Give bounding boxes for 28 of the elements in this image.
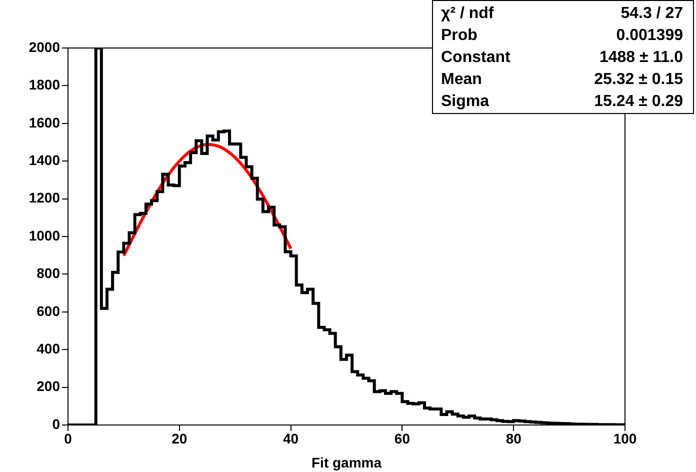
x-tick-label: 0 xyxy=(64,430,72,446)
y-tick-label: 0 xyxy=(52,416,60,432)
x-tick-label: 20 xyxy=(172,430,188,446)
y-tick-label: 800 xyxy=(36,265,60,282)
text: 54.3 / 27 xyxy=(620,4,683,24)
annotation: Sigma xyxy=(441,92,490,112)
y-tick-label: 1000 xyxy=(28,227,60,244)
y-tick-label: 1200 xyxy=(28,190,60,206)
y-tick-label: 1400 xyxy=(28,152,60,168)
y-tick-label: 2000 xyxy=(28,38,60,55)
annotation: Mean xyxy=(441,70,483,90)
x-tick-label: 100 xyxy=(613,430,637,446)
y-tick-label: 1800 xyxy=(28,76,60,93)
x-axis-title: Fit gamma xyxy=(311,454,382,470)
x-tick-label: 80 xyxy=(506,430,522,446)
x-tick-label: 60 xyxy=(394,430,410,446)
y-tick-label: 1600 xyxy=(28,114,60,130)
annotation: 1488 ± 11.0 xyxy=(598,48,683,68)
text: Prob xyxy=(441,26,478,46)
x-tick-label: 40 xyxy=(283,430,299,446)
y-tick-label: 600 xyxy=(36,302,60,319)
text: 0.001399 xyxy=(615,26,683,46)
annotation: Constant xyxy=(441,48,512,68)
annotation: 25.32 ± 0.15 xyxy=(594,70,683,90)
y-tick-label: 400 xyxy=(36,340,60,356)
y-tick-label: 200 xyxy=(36,378,60,394)
text: χ² / ndf xyxy=(441,4,495,24)
annotation: 15.24 ± 0.29 xyxy=(594,92,683,112)
